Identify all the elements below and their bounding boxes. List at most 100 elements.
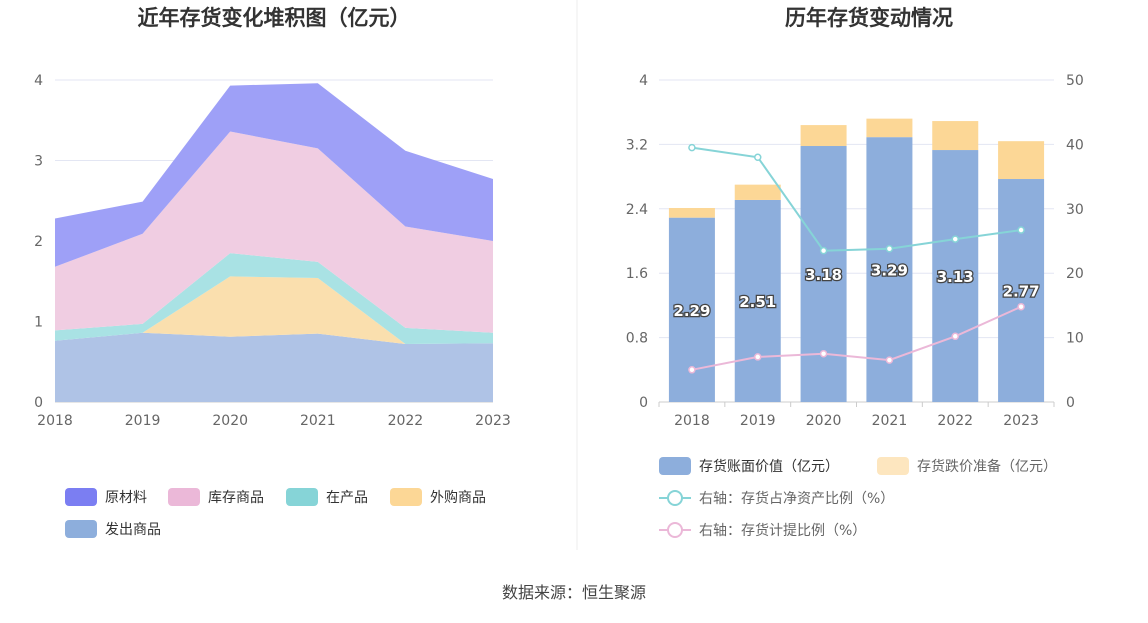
right-legend[interactable]: 存货账面价值（亿元） 存货跌价准备（亿元） 右轴：存货占净资产比例（%） 右轴：存货计… <box>659 457 1057 539</box>
right-legend-item[interactable]: 存货账面价值（亿元） <box>659 457 839 475</box>
area-series <box>55 131 493 333</box>
legend-label: 库存商品 <box>208 490 264 506</box>
left-chart-title: 近年存货变化堆积图（亿元） <box>138 6 411 30</box>
left-areas <box>55 83 493 402</box>
left-legend-item[interactable]: 发出商品 <box>65 520 161 538</box>
right-y-tick-label: 0.8 <box>626 331 648 347</box>
bar-impairment <box>998 141 1045 180</box>
line-point <box>951 235 959 243</box>
line-point <box>1017 302 1025 311</box>
left-x-tick-label: 2019 <box>125 413 161 429</box>
right-y-tick-label: 4 <box>639 73 648 89</box>
line-point <box>1017 226 1025 234</box>
line-point <box>754 153 762 162</box>
bar-impairment <box>932 121 979 151</box>
legend-label: 存货跌价准备（亿元） <box>917 458 1057 475</box>
legend-swatch <box>65 488 97 506</box>
right-y2-ticks: 0 10 20 30 40 50 <box>1066 73 1084 411</box>
left-x-tick-label: 2022 <box>388 413 424 429</box>
left-x-tick-label: 2023 <box>475 413 511 429</box>
legend-swatch <box>659 457 691 475</box>
right-x-tick-label: 2021 <box>872 413 908 429</box>
bar-value-label: 3.18 <box>805 266 842 284</box>
legend-label: 存货账面价值（亿元） <box>699 458 839 475</box>
area-series <box>55 276 493 344</box>
right-chart-title: 历年存货变动情况 <box>785 6 953 30</box>
legend-label: 原材料 <box>105 490 147 506</box>
bar-value-label: 3.29 <box>871 262 908 280</box>
bar-impairment <box>668 207 715 218</box>
left-y-tick-label: 3 <box>34 154 43 170</box>
line-point <box>688 143 696 152</box>
area-series <box>55 332 493 402</box>
legend-label: 发出商品 <box>105 522 161 538</box>
legend-marker <box>667 522 683 538</box>
right-y2-tick-label: 40 <box>1066 137 1084 153</box>
left-legend-item[interactable]: 在产品 <box>286 488 368 506</box>
legend-swatch <box>168 488 200 506</box>
legend-label: 右轴：存货计提比例（%） <box>699 522 866 539</box>
right-y2-tick-label: 30 <box>1066 202 1084 218</box>
right-y2-tick-label: 10 <box>1066 331 1084 347</box>
right-y2-tick-label: 0 <box>1066 395 1075 411</box>
legend-swatch <box>65 520 97 538</box>
bar-value-label: 2.77 <box>1003 283 1040 301</box>
bar-impairment <box>800 125 847 147</box>
right-lines <box>688 143 1025 374</box>
bar-impairment <box>734 184 781 200</box>
right-y-tick-label: 1.6 <box>626 266 648 282</box>
left-legend-item[interactable]: 原材料 <box>65 488 147 506</box>
right-legend-item[interactable]: 右轴：存货计提比例（%） <box>659 522 866 539</box>
right-x-tick-label: 2020 <box>806 413 842 429</box>
left-y-tick-label: 1 <box>34 315 43 331</box>
legend-label: 右轴：存货占净资产比例（%） <box>699 490 894 507</box>
data-source-note: 数据来源：恒生聚源 <box>502 583 646 602</box>
bar-impairment <box>866 118 913 138</box>
left-legend-item[interactable]: 库存商品 <box>168 488 264 506</box>
right-bars <box>668 118 1045 402</box>
legend-label: 外购商品 <box>430 490 486 506</box>
right-y-tick-label: 3.2 <box>626 137 648 153</box>
right-legend-item[interactable]: 右轴：存货占净资产比例（%） <box>659 490 894 507</box>
line-point <box>951 332 959 341</box>
right-x-tick-label: 2023 <box>1003 413 1039 429</box>
bar-value-label: 2.51 <box>739 293 776 311</box>
line-point <box>819 246 828 255</box>
right-x-ticks: 2018 2019 2020 2021 2022 2023 <box>658 402 1055 429</box>
left-legend-item[interactable]: 外购商品 <box>390 488 486 506</box>
area-series <box>55 253 493 344</box>
right-gridlines <box>659 79 1054 403</box>
left-x-tick-label: 2020 <box>212 413 248 429</box>
bar-book-value <box>932 150 979 402</box>
right-x-tick-label: 2022 <box>937 413 973 429</box>
right-x-tick-label: 2019 <box>740 413 776 429</box>
left-x-ticks: 2018 2019 2020 2021 2022 2023 <box>37 413 511 429</box>
line-point <box>688 366 696 374</box>
bar-book-value <box>998 179 1045 402</box>
right-y-ticks: 0 0.8 1.6 2.4 3.2 4 <box>626 73 648 411</box>
legend-marker <box>667 490 683 506</box>
line-point <box>885 244 894 253</box>
legend-swatch <box>877 457 909 475</box>
legend-label: 在产品 <box>326 490 368 506</box>
bar-value-label: 3.13 <box>937 268 974 286</box>
left-y-tick-label: 4 <box>34 73 43 89</box>
legend-swatch <box>286 488 318 506</box>
area-series <box>55 83 493 267</box>
line-point <box>819 349 828 358</box>
left-y-tick-label: 2 <box>34 234 43 250</box>
right-x-tick-label: 2018 <box>674 413 710 429</box>
bar-book-value <box>734 199 781 402</box>
bar-book-value <box>800 146 847 402</box>
line-point <box>754 353 762 361</box>
right-y-tick-label: 2.4 <box>626 202 648 218</box>
line-series <box>691 305 1022 371</box>
right-y2-tick-label: 20 <box>1066 266 1084 282</box>
line-series <box>691 146 1022 252</box>
left-y-tick-label: 0 <box>34 395 43 411</box>
line-point <box>885 356 894 364</box>
right-legend-item[interactable]: 存货跌价准备（亿元） <box>877 457 1057 475</box>
